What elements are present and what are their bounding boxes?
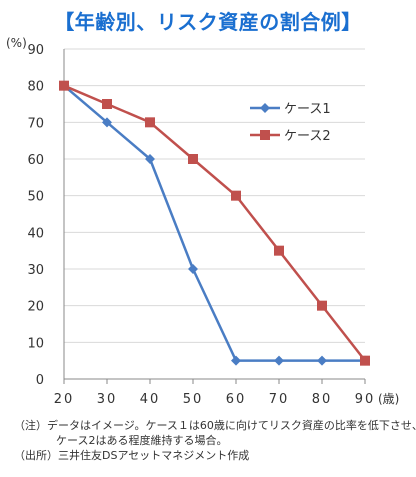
- y-tick-70: 70: [27, 116, 44, 131]
- y-tick-labels: 0 10 20 30 40 50 60 70 80 90: [27, 43, 44, 388]
- series-1-point-30: [102, 117, 112, 128]
- chart-title: 【年齢別、リスク資産の割合例】: [54, 10, 362, 34]
- x-tick-20: 20: [54, 392, 75, 407]
- y-tick-40: 40: [27, 226, 44, 241]
- series-2-point-20: [59, 80, 69, 91]
- y-axis-unit-label: (%): [6, 36, 27, 50]
- x-tick-40: 40: [140, 392, 161, 407]
- footnotes: （注）データはイメージ。ケース１は60歳に向けてリスク資産の比率を低下させ、 ケ…: [14, 418, 416, 463]
- series-1-point-40: [145, 154, 155, 164]
- legend-label-2: ケース2: [284, 129, 331, 144]
- y-tick-30: 30: [27, 263, 44, 278]
- source-line: （出所）三井住友DSアセットマネジメント作成: [14, 449, 250, 462]
- series-1-point-60: [231, 355, 241, 366]
- x-tick-60: 60: [226, 392, 247, 407]
- x-axis-unit-label: (歳): [378, 392, 399, 406]
- x-tick-80: 80: [312, 392, 333, 407]
- series-2-point-30: [102, 99, 112, 109]
- series-2-point-60: [231, 190, 241, 201]
- series-2-point-80: [317, 300, 327, 311]
- series-line-1: [63, 84, 365, 362]
- series-2-point-40: [145, 117, 155, 128]
- series-1-point-50: [188, 264, 198, 274]
- y-tick-10: 10: [27, 336, 44, 351]
- x-tick-50: 50: [183, 392, 204, 407]
- note-line-2: ケース2はある程度維持する場合。: [56, 434, 228, 447]
- series-2-point-70: [274, 245, 284, 256]
- legend: ケース1 ケース2: [250, 102, 331, 144]
- series-2-point-90: [360, 355, 370, 366]
- x-tick-90: 90: [355, 392, 376, 407]
- x-tick-70: 70: [269, 392, 290, 407]
- x-tick-30: 30: [97, 392, 118, 407]
- series-1-point-70: [274, 355, 284, 366]
- axes: [63, 49, 366, 384]
- series-2-point-50: [188, 154, 198, 164]
- y-tick-50: 50: [27, 190, 44, 205]
- x-tick-labels: 20 30 40 50 60 70 80 90: [54, 392, 376, 407]
- legend-marker-2: [260, 130, 270, 140]
- series-group: [59, 80, 370, 366]
- y-tick-80: 80: [27, 80, 44, 95]
- legend-marker-1: [260, 103, 270, 113]
- series-line-2: [63, 84, 366, 362]
- y-tick-90: 90: [27, 43, 44, 58]
- note-line-1: （注）データはイメージ。ケース１は60歳に向けてリスク資産の比率を低下させ、: [14, 419, 416, 432]
- y-tick-20: 20: [27, 300, 44, 315]
- y-tick-0: 0: [36, 373, 44, 388]
- gridlines: [64, 48, 365, 343]
- series-1-point-80: [317, 355, 327, 366]
- y-tick-60: 60: [27, 153, 44, 168]
- legend-label-1: ケース1: [284, 102, 331, 117]
